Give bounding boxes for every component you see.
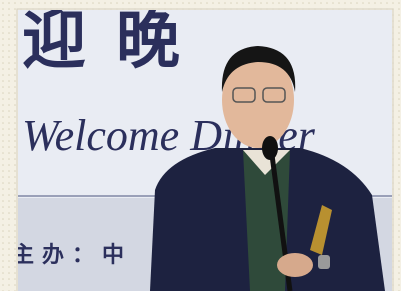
banner-title: 迎晚 bbox=[22, 4, 210, 78]
banner-host: 主办：中 bbox=[12, 243, 132, 268]
photo: 迎晚 Welcome Dinner 主办：中 bbox=[12, 4, 392, 291]
page: 迎晚 Welcome Dinner 主办：中 (() => { const da… bbox=[0, 0, 401, 291]
microphone bbox=[262, 136, 278, 160]
watch bbox=[318, 255, 330, 269]
screenshot: 迎晚 Welcome Dinner 主办：中 bbox=[0, 0, 401, 291]
hand bbox=[277, 253, 313, 277]
